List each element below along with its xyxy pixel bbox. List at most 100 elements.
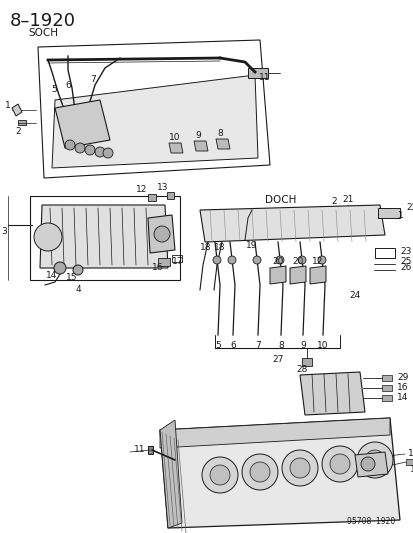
Text: 6: 6 xyxy=(230,341,235,350)
Bar xyxy=(377,208,399,218)
Bar xyxy=(18,120,26,125)
Circle shape xyxy=(228,256,235,264)
Text: 18: 18 xyxy=(214,244,225,253)
Text: 11: 11 xyxy=(259,74,270,83)
Bar xyxy=(147,446,153,454)
Text: 16: 16 xyxy=(152,262,164,271)
Polygon shape xyxy=(194,141,207,151)
Text: 14: 14 xyxy=(396,393,407,402)
Text: 21: 21 xyxy=(342,196,353,205)
Text: 3: 3 xyxy=(1,228,7,237)
Bar xyxy=(247,68,267,78)
Text: 7: 7 xyxy=(254,341,260,350)
Bar xyxy=(405,459,413,465)
Text: 14: 14 xyxy=(407,449,413,458)
Circle shape xyxy=(329,454,349,474)
Text: 17: 17 xyxy=(172,257,183,266)
Circle shape xyxy=(356,442,392,478)
Polygon shape xyxy=(309,266,325,284)
Text: 29: 29 xyxy=(396,374,407,383)
Circle shape xyxy=(85,145,95,155)
Polygon shape xyxy=(169,143,183,153)
Text: 23: 23 xyxy=(399,247,411,256)
Circle shape xyxy=(65,140,75,150)
Text: 8: 8 xyxy=(216,128,222,138)
Bar xyxy=(381,385,391,391)
Bar xyxy=(158,258,170,266)
Text: 5: 5 xyxy=(51,85,57,94)
Circle shape xyxy=(75,143,85,153)
Text: 11: 11 xyxy=(134,446,145,455)
Circle shape xyxy=(242,454,277,490)
Text: 27: 27 xyxy=(272,356,283,365)
Bar xyxy=(171,255,182,262)
Circle shape xyxy=(209,465,230,485)
Polygon shape xyxy=(55,100,110,148)
Text: 13: 13 xyxy=(157,183,169,192)
Polygon shape xyxy=(354,452,387,477)
Polygon shape xyxy=(216,139,230,149)
Text: SOCH: SOCH xyxy=(28,28,58,38)
Text: 15: 15 xyxy=(409,465,413,474)
Text: 5: 5 xyxy=(215,341,221,350)
Circle shape xyxy=(202,457,237,493)
Polygon shape xyxy=(159,418,389,448)
Circle shape xyxy=(364,450,384,470)
Text: 14: 14 xyxy=(46,271,57,280)
Text: 9: 9 xyxy=(299,341,305,350)
Circle shape xyxy=(103,148,113,158)
Bar xyxy=(381,395,391,401)
Polygon shape xyxy=(147,215,175,253)
Text: 95708  1920: 95708 1920 xyxy=(346,517,394,526)
Text: 18: 18 xyxy=(200,244,211,253)
Text: 20: 20 xyxy=(272,257,283,266)
Polygon shape xyxy=(199,205,384,242)
Text: 15: 15 xyxy=(66,273,78,282)
Text: 16: 16 xyxy=(396,384,408,392)
Text: 28: 28 xyxy=(296,366,307,375)
Text: DOCH: DOCH xyxy=(264,195,296,205)
Text: 2: 2 xyxy=(15,127,21,136)
Polygon shape xyxy=(52,75,257,168)
Circle shape xyxy=(297,256,305,264)
Text: 12: 12 xyxy=(311,257,323,266)
Circle shape xyxy=(275,256,283,264)
Text: 1: 1 xyxy=(397,212,403,221)
Circle shape xyxy=(54,262,66,274)
Text: 20: 20 xyxy=(292,257,303,266)
Circle shape xyxy=(73,265,83,275)
Polygon shape xyxy=(299,372,364,415)
Polygon shape xyxy=(289,266,305,284)
Text: 8: 8 xyxy=(278,341,283,350)
Text: 25: 25 xyxy=(399,257,411,266)
Circle shape xyxy=(281,450,317,486)
Text: 6: 6 xyxy=(65,82,71,91)
Polygon shape xyxy=(159,418,399,528)
Bar xyxy=(147,194,156,201)
Bar xyxy=(166,192,173,199)
Text: 10: 10 xyxy=(169,133,180,142)
Circle shape xyxy=(317,256,325,264)
Circle shape xyxy=(289,458,309,478)
Polygon shape xyxy=(12,104,22,116)
Text: 10: 10 xyxy=(316,341,328,350)
Bar xyxy=(301,358,311,366)
Text: 2: 2 xyxy=(330,198,336,206)
Bar xyxy=(381,375,391,381)
Text: 12: 12 xyxy=(136,185,147,195)
Text: 22: 22 xyxy=(405,204,413,213)
Circle shape xyxy=(252,256,260,264)
Polygon shape xyxy=(269,266,285,284)
Text: 4: 4 xyxy=(75,286,81,295)
Circle shape xyxy=(212,256,221,264)
Circle shape xyxy=(321,446,357,482)
Text: 24: 24 xyxy=(349,290,360,300)
Circle shape xyxy=(154,226,170,242)
Polygon shape xyxy=(40,205,168,268)
Text: 8–1920: 8–1920 xyxy=(10,12,76,30)
Text: 9: 9 xyxy=(195,131,200,140)
Text: 19: 19 xyxy=(246,241,257,251)
Text: 1: 1 xyxy=(5,101,11,109)
Circle shape xyxy=(249,462,269,482)
Text: 7: 7 xyxy=(90,76,96,85)
